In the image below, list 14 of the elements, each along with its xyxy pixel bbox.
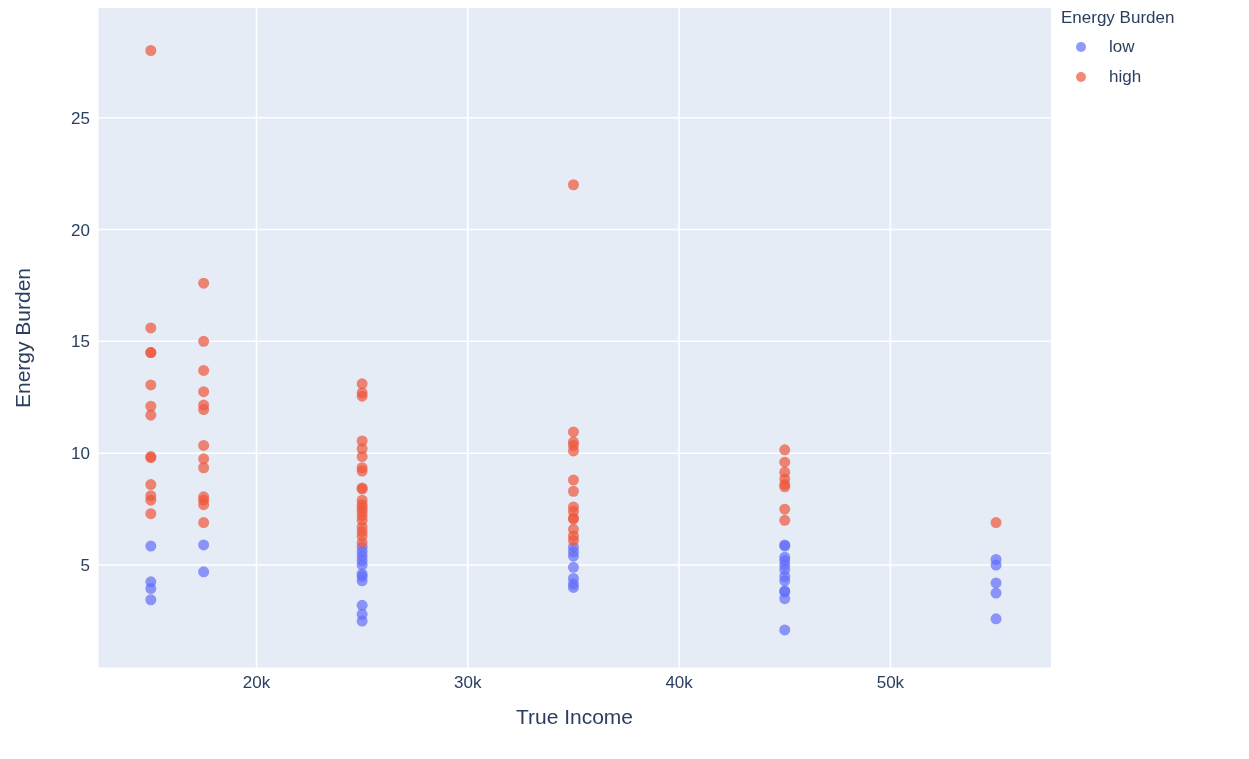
- legend-title: Energy Burden: [1061, 8, 1176, 28]
- y-tick-label: 10: [71, 444, 90, 464]
- x-axis-title: True Income: [515, 705, 634, 728]
- legend-label: low: [1109, 37, 1135, 57]
- legend-label: high: [1109, 67, 1142, 87]
- y-tick-label: 25: [71, 108, 90, 128]
- y-axis-title: Energy Burden: [11, 267, 35, 409]
- x-tick-label: 20k: [242, 673, 271, 693]
- y-tick-label: 20: [71, 220, 90, 240]
- x-tick-label: 50k: [876, 673, 905, 693]
- y-tick-label: 5: [80, 556, 90, 576]
- x-tick-label: 30k: [454, 673, 482, 693]
- x-tick-label: 40k: [665, 673, 694, 693]
- y-tick-label: 15: [71, 332, 90, 352]
